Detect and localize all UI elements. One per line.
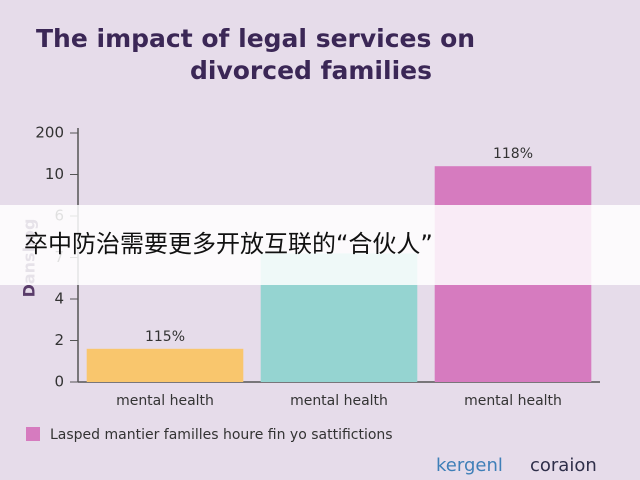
- y-tick-label: 10: [45, 165, 64, 183]
- y-tick-label: 2: [54, 331, 64, 349]
- footer-brand: kergenl: [436, 455, 503, 476]
- annotation: 115%: [145, 329, 185, 345]
- x-tick-label: mental health: [290, 393, 388, 409]
- y-tick-label: 200: [35, 124, 64, 142]
- legend-swatch: [26, 427, 40, 441]
- footer-brand: coraion: [530, 455, 597, 476]
- banner-bg: [0, 205, 640, 285]
- x-tick-label: mental health: [116, 393, 214, 409]
- chart-title: divorced families: [190, 56, 432, 85]
- annotation: 118%: [493, 146, 533, 162]
- chart-title: The impact of legal services on: [36, 24, 475, 53]
- banner-text: 卒中防治需要更多开放互联的“合伙人”: [24, 230, 433, 258]
- y-tick-label: 4: [54, 290, 64, 308]
- y-tick-label: 0: [54, 373, 64, 391]
- x-tick-label: mental health: [464, 393, 562, 409]
- bar: [86, 348, 244, 382]
- legend-label: Lasped mantier familles houre fin yo sat…: [50, 427, 393, 443]
